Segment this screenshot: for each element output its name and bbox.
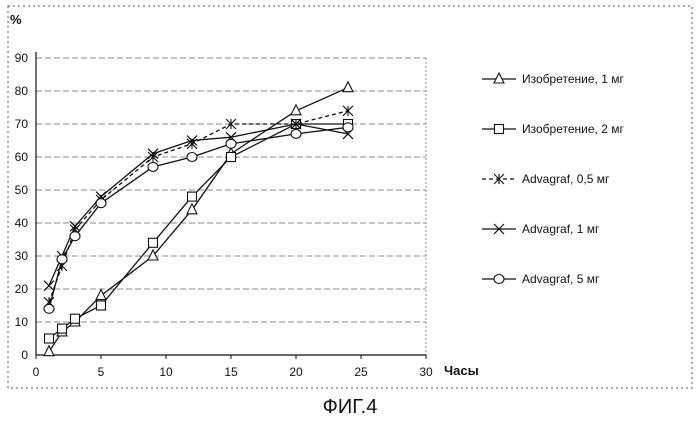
circle-marker <box>291 129 301 138</box>
x-tick-label: 20 <box>289 365 303 379</box>
y-tick-label: 80 <box>15 84 29 98</box>
circle-marker <box>187 153 197 162</box>
series-5 <box>44 123 353 313</box>
series-line <box>49 124 348 286</box>
square-marker <box>97 301 106 310</box>
legend-label: Advagraf, 5 мг <box>522 272 600 286</box>
x-tick-label: 15 <box>224 365 238 379</box>
triangle-marker <box>343 82 353 92</box>
series-2 <box>45 120 353 344</box>
circle-marker <box>70 232 80 241</box>
series-3 <box>44 106 353 307</box>
x-tick-label: 10 <box>159 365 173 379</box>
legend-item-2: Изобретение, 2 мг <box>482 122 624 136</box>
axes: 0 10 20 30 40 50 60 70 80 90 0 5 10 15 20 25 30 <box>15 51 433 379</box>
y-tick-label: 50 <box>15 183 29 197</box>
series-layer <box>44 82 353 356</box>
square-marker <box>71 314 80 323</box>
y-axis-label: % <box>10 12 22 27</box>
series-line <box>49 88 348 352</box>
legend: Изобретение, 1 мг Изобретение, 2 мг Advagr… <box>482 72 624 286</box>
y-tick-label: 30 <box>15 249 29 263</box>
circle-marker <box>57 255 67 264</box>
square-marker <box>149 238 158 247</box>
legend-label: Advagraf, 1 мг <box>522 222 600 236</box>
square-marker <box>188 192 197 201</box>
circle-marker <box>494 275 504 284</box>
asterisk-marker <box>494 174 504 184</box>
x-tick-label: 5 <box>98 365 105 379</box>
y-tick-label: 90 <box>15 51 29 65</box>
asterisk-marker <box>343 106 353 116</box>
y-tick-label: 70 <box>15 117 29 131</box>
series-line <box>49 124 348 339</box>
y-tick-label: 0 <box>21 348 28 362</box>
square-marker <box>495 125 504 134</box>
legend-label: Изобретение, 1 мг <box>522 72 624 86</box>
y-tick-label: 40 <box>15 216 29 230</box>
square-marker <box>58 324 67 333</box>
y-tick-label: 10 <box>15 315 29 329</box>
x-axis-label: Часы <box>444 363 479 378</box>
figure-caption: ФИГ.4 <box>323 396 378 418</box>
legend-item-5: Advagraf, 5 мг <box>482 272 600 286</box>
x-tick-label: 25 <box>354 365 368 379</box>
y-tick-label: 60 <box>15 150 29 164</box>
legend-item-4: Advagraf, 1 мг <box>482 222 600 236</box>
series-line <box>49 127 348 308</box>
circle-marker <box>226 139 236 148</box>
series-4 <box>44 119 353 291</box>
circle-marker <box>148 162 158 171</box>
series-1 <box>44 82 353 356</box>
x-tick-label: 0 <box>33 365 40 379</box>
triangle-marker <box>96 290 106 300</box>
triangle-marker <box>494 73 504 83</box>
circle-marker <box>343 123 353 132</box>
square-marker <box>45 334 54 343</box>
square-marker <box>227 153 236 162</box>
legend-label: Изобретение, 2 мг <box>522 122 624 136</box>
legend-label: Advagraf, 0,5 мг <box>522 172 610 186</box>
legend-item-3: Advagraf, 0,5 мг <box>482 172 610 186</box>
x-tick-label: 30 <box>419 365 433 379</box>
legend-item-1: Изобретение, 1 мг <box>482 72 624 86</box>
y-tick-label: 20 <box>15 282 29 296</box>
circle-marker <box>44 304 54 313</box>
circle-marker <box>96 199 106 208</box>
